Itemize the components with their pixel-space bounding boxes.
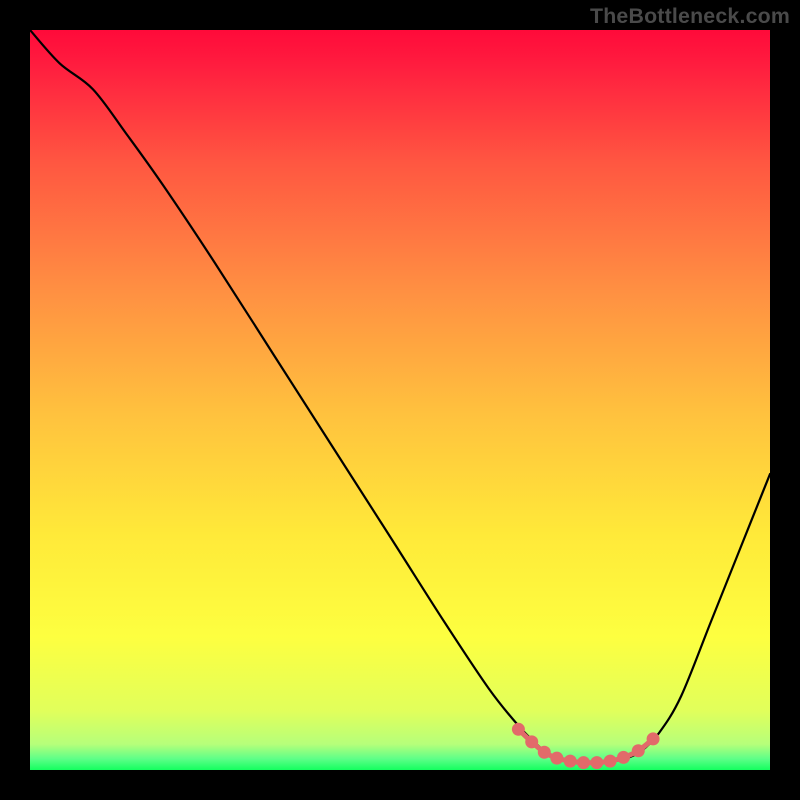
trough-marker: [512, 723, 525, 736]
trough-marker: [525, 735, 538, 748]
chart-frame: TheBottleneck.com: [0, 0, 800, 800]
bottleneck-curve: [30, 30, 770, 763]
trough-marker: [632, 744, 645, 757]
trough-markers: [512, 723, 660, 769]
trough-marker: [538, 746, 551, 759]
trough-marker: [550, 752, 563, 765]
trough-marker: [577, 756, 590, 769]
curve-layer: [30, 30, 770, 770]
trough-marker: [590, 756, 603, 769]
trough-marker: [647, 732, 660, 745]
trough-marker: [617, 751, 630, 764]
trough-marker: [564, 755, 577, 768]
plot-area: [30, 30, 770, 770]
watermark-text: TheBottleneck.com: [590, 4, 790, 29]
trough-marker: [604, 755, 617, 768]
